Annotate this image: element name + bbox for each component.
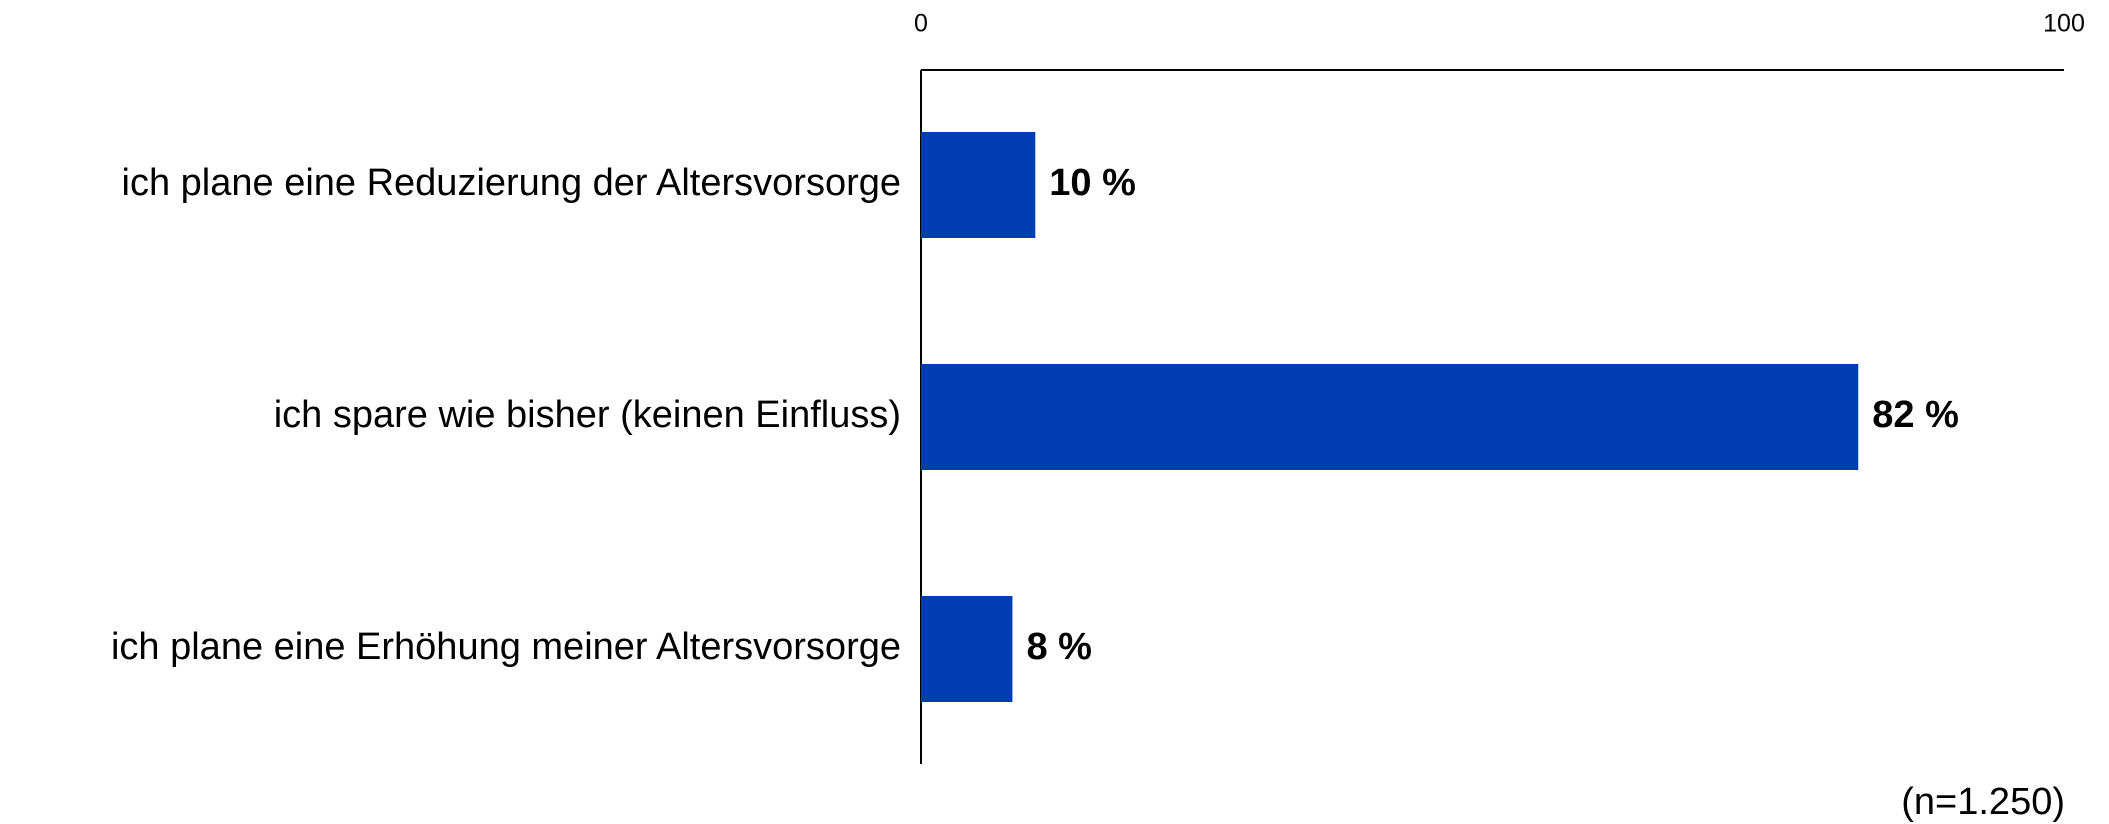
bar — [921, 132, 1036, 238]
value-label: 82 % — [1872, 394, 1959, 436]
value-label: 10 % — [1049, 162, 1136, 204]
value-label: 8 % — [1026, 626, 1091, 668]
category-label: ich spare wie bisher (keinen Einfluss) — [274, 394, 901, 436]
category-label: ich plane eine Erhöhung meiner Altersvor… — [111, 626, 901, 668]
x-tick-label: 0 — [914, 10, 928, 38]
bar — [921, 596, 1013, 702]
category-label: ich plane eine Reduzierung der Altersvor… — [122, 162, 901, 204]
bar — [921, 364, 1859, 470]
sample-note: (n=1.250) — [1901, 781, 2065, 823]
x-tick-label: 100 — [2043, 10, 2085, 38]
